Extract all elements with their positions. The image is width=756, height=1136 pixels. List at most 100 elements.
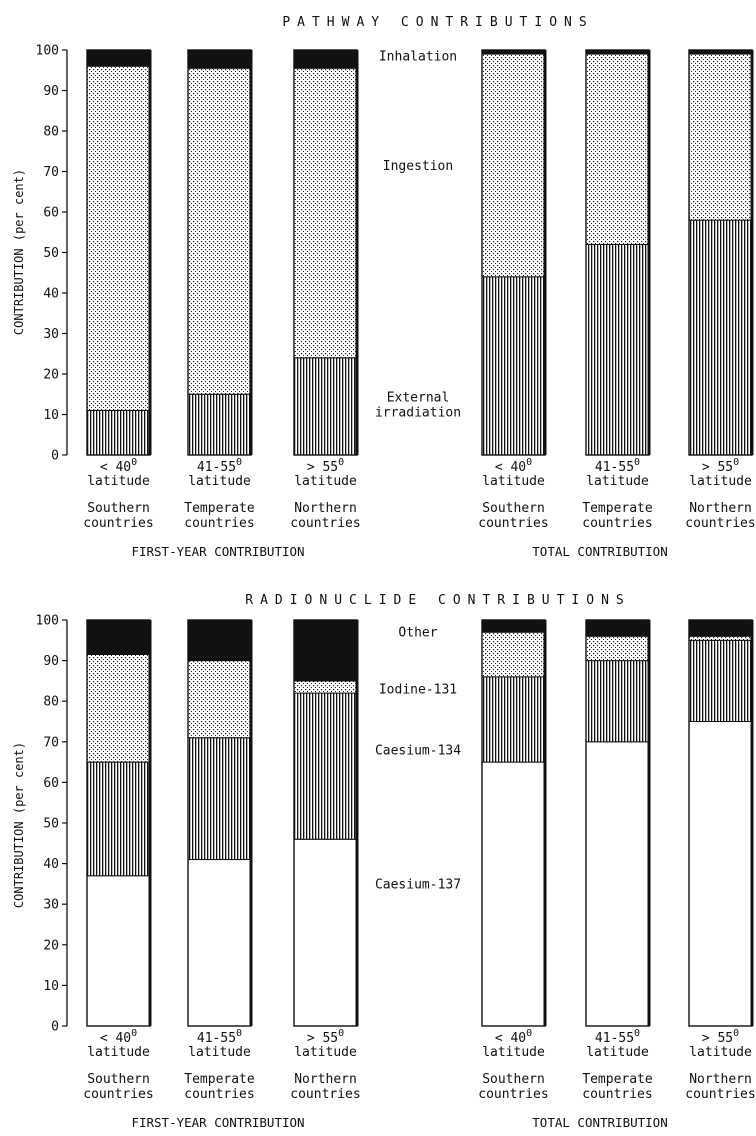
- bars: [86, 619, 754, 1027]
- group-label: TOTAL CONTRIBUTION: [532, 544, 667, 559]
- y-tick-label: 80: [43, 125, 59, 140]
- group-label: TOTAL CONTRIBUTION: [532, 1115, 667, 1130]
- category-region: Northern: [294, 501, 357, 516]
- bar-segment: [688, 721, 753, 1027]
- category-latitude: latitude: [689, 474, 752, 489]
- category-range: 41-550: [197, 457, 242, 475]
- category-region: Temperate: [184, 501, 255, 516]
- bar-segment: [293, 67, 358, 359]
- y-axis-label: CONTRIBUTION (per cent): [12, 742, 26, 908]
- bar-segment: [187, 660, 252, 739]
- y-tick-label: 40: [43, 287, 59, 302]
- bar-segment: [481, 631, 546, 678]
- category-labels: < 400latitudeSoutherncountries41-550lati…: [83, 457, 755, 531]
- bar-segment: [481, 276, 546, 456]
- y-tick-label: 80: [43, 695, 59, 710]
- category-latitude: latitude: [482, 1045, 545, 1060]
- group-labels: FIRST-YEAR CONTRIBUTION TOTAL CONTRIBUTIO…: [131, 544, 667, 559]
- y-tick-label: 0: [51, 1020, 59, 1035]
- category-range: < 400: [100, 1028, 137, 1046]
- bar-segment: [481, 619, 546, 633]
- category-countries: countries: [478, 516, 548, 531]
- bar-segment: [481, 761, 546, 1027]
- bar-segment: [585, 619, 650, 637]
- layer-label: irradiation: [375, 405, 461, 420]
- group-labels: FIRST-YEAR CONTRIBUTION TOTAL CONTRIBUTIO…: [131, 1115, 667, 1130]
- category-region: Northern: [294, 1072, 357, 1087]
- bar-segment: [187, 859, 252, 1027]
- category-latitude: latitude: [294, 474, 357, 489]
- layer-label: Caesium-137: [375, 877, 461, 892]
- y-tick-label: 0: [51, 449, 59, 464]
- y-tick-label: 10: [43, 408, 59, 423]
- bar-segment: [293, 838, 358, 1027]
- bar-segment: [481, 53, 546, 278]
- category-region: Northern: [689, 501, 752, 516]
- category-latitude: latitude: [188, 1045, 251, 1060]
- bar-segment: [187, 67, 252, 395]
- y-tick-label: 70: [43, 735, 59, 750]
- category-range: > 550: [307, 457, 344, 475]
- category-range: < 400: [495, 1028, 532, 1046]
- category-countries: countries: [184, 1087, 254, 1102]
- bar-segment: [86, 619, 151, 656]
- category-region: Temperate: [184, 1072, 255, 1087]
- layer-label: Ingestion: [383, 159, 453, 174]
- y-tick-label: 70: [43, 165, 59, 180]
- category-countries: countries: [582, 516, 652, 531]
- y-tick-label: 20: [43, 368, 59, 383]
- layer-label: Other: [398, 626, 437, 641]
- category-latitude: latitude: [586, 1045, 649, 1060]
- y-tick-label: 60: [43, 776, 59, 791]
- y-tick-label: 60: [43, 206, 59, 221]
- category-range: 41-550: [197, 1028, 242, 1046]
- category-range: < 400: [495, 457, 532, 475]
- category-range: < 400: [100, 457, 137, 475]
- category-countries: countries: [685, 1087, 755, 1102]
- category-labels: < 400latitudeSoutherncountries41-550lati…: [83, 1028, 755, 1102]
- category-countries: countries: [184, 516, 254, 531]
- category-latitude: latitude: [586, 474, 649, 489]
- bars: [86, 49, 754, 456]
- category-range: > 550: [307, 1028, 344, 1046]
- y-tick-label: 20: [43, 938, 59, 953]
- chart-title: PATHWAY CONTRIBUTIONS: [282, 15, 593, 30]
- category-latitude: latitude: [87, 1045, 150, 1060]
- bar-segment: [86, 409, 151, 456]
- category-range: 41-550: [595, 1028, 640, 1046]
- category-latitude: latitude: [294, 1045, 357, 1060]
- bar-segment: [293, 619, 358, 682]
- bar-segment: [688, 53, 753, 221]
- bar-segment: [481, 676, 546, 763]
- category-latitude: latitude: [188, 474, 251, 489]
- category-countries: countries: [83, 516, 153, 531]
- layer-label: Caesium-134: [375, 743, 461, 758]
- bar-segment: [187, 49, 252, 69]
- bar-segment: [86, 49, 151, 67]
- category-range: > 550: [702, 1028, 739, 1046]
- bar-segment: [293, 692, 358, 840]
- bar-segment: [86, 875, 151, 1027]
- bar-segment: [688, 219, 753, 456]
- bar-segment: [585, 243, 650, 456]
- bar-segment: [688, 635, 753, 641]
- category-range: > 550: [702, 457, 739, 475]
- y-tick-label: 100: [36, 44, 59, 59]
- bar-segment: [187, 737, 252, 861]
- y-axis-label: CONTRIBUTION (per cent): [12, 169, 26, 335]
- bar-segment: [585, 53, 650, 245]
- category-region: Temperate: [582, 1072, 653, 1087]
- layer-label: Inhalation: [379, 50, 457, 65]
- y-tick-label: 50: [43, 817, 59, 832]
- category-latitude: latitude: [689, 1045, 752, 1060]
- bar-segment: [688, 639, 753, 722]
- category-latitude: latitude: [482, 474, 545, 489]
- category-latitude: latitude: [87, 474, 150, 489]
- layer-labels: Other Iodine-131 Caesium-134 Caesium-137: [375, 626, 461, 893]
- category-countries: countries: [83, 1087, 153, 1102]
- y-tick-label: 30: [43, 898, 59, 913]
- bar-segment: [293, 680, 358, 694]
- category-region: Southern: [87, 1072, 150, 1087]
